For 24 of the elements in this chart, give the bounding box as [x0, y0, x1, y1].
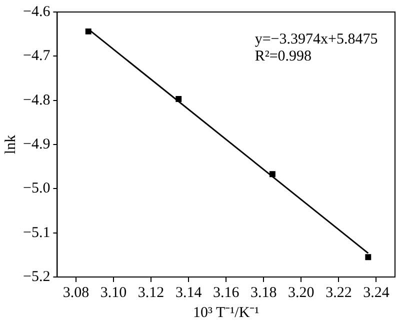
y-tick-label: −4.8: [22, 92, 50, 108]
y-tick-label: −4.7: [22, 48, 51, 64]
y-tick-label: −4.9: [22, 136, 50, 152]
point: [85, 28, 92, 34]
x-tick-label: 3.20: [288, 284, 314, 301]
y-tick-label: −4.6: [22, 4, 51, 20]
x-tick-label: 3.10: [100, 284, 127, 301]
annotation: R²=0.998: [254, 48, 312, 64]
x-tick-label: 3.18: [250, 284, 277, 301]
x-tick-label: 3.12: [138, 284, 164, 301]
y-tick-label: −5.2: [22, 268, 50, 285]
annotation: y=−3.3974x+5.8475: [254, 31, 378, 48]
point: [365, 254, 372, 260]
x-axis-title: 10³ T⁻¹/K⁻¹: [193, 304, 260, 321]
y-tick-label: −5.0: [22, 180, 50, 197]
point: [269, 171, 276, 178]
x-tick-label: 3.22: [326, 284, 352, 301]
y-axis-title: lnk: [2, 134, 19, 154]
x-tick-label: 3.08: [62, 284, 90, 301]
x-tick-label: 3.14: [175, 284, 202, 301]
x-tick-label: 3.24: [363, 284, 390, 301]
y-tick-label: −5.1: [22, 224, 50, 241]
point: [176, 96, 182, 102]
x-tick-label: 3.16: [212, 284, 240, 301]
